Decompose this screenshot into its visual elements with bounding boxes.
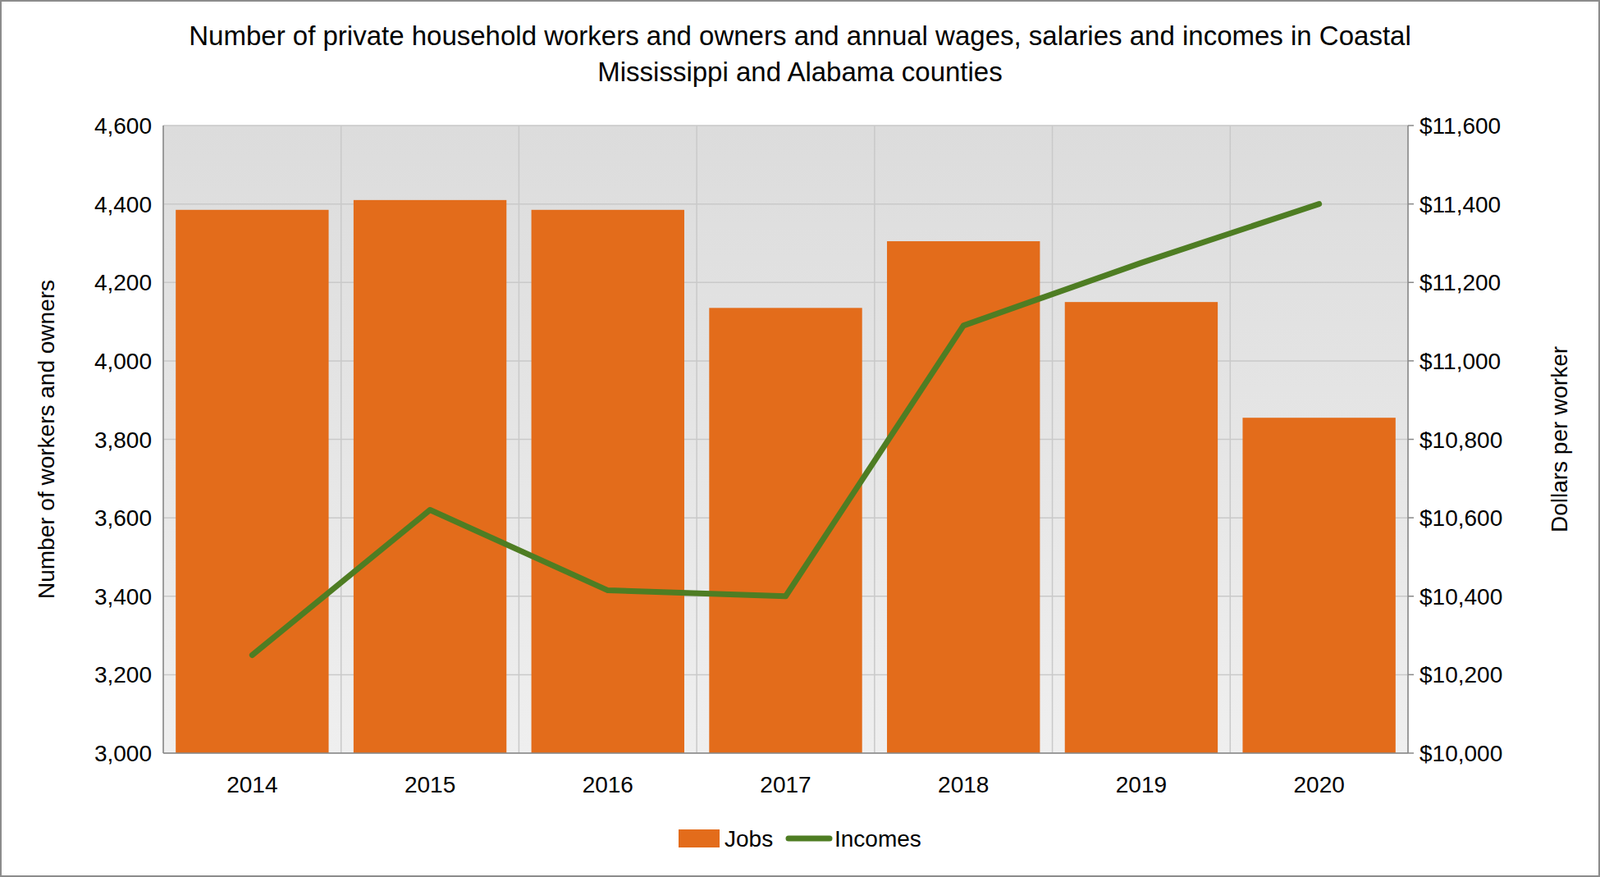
y2-tick-label: $11,200 (1419, 269, 1501, 296)
y-tick-label: 3,000 (94, 740, 152, 767)
x-tick-label: 2019 (1115, 772, 1167, 798)
y2-tick-label: $11,000 (1419, 348, 1501, 375)
plot-area (163, 125, 1408, 754)
legend-label: Jobs (724, 826, 773, 852)
y2-tick (1408, 282, 1414, 284)
y2-tick-label: $11,400 (1419, 192, 1501, 218)
y2-axis (1407, 125, 1409, 754)
x-tick-label: 2016 (582, 772, 634, 798)
y2-tick (1408, 360, 1414, 362)
bar (708, 307, 862, 754)
frame (0, 0, 1600, 877)
legend-swatch (788, 836, 830, 842)
legend-label: Incomes (834, 826, 922, 852)
category-separator (162, 125, 165, 754)
y2-tick (1408, 595, 1414, 598)
title: Number of private household workers and … (172, 18, 1428, 91)
y-tick-label: 3,800 (94, 427, 152, 453)
y2-tick-label: $10,600 (1419, 505, 1503, 531)
grid-line (163, 752, 1408, 755)
y2-tick-label: $10,200 (1419, 662, 1503, 688)
line (251, 204, 1319, 656)
x-tick-label: 2015 (404, 772, 456, 798)
y2-tick (1408, 203, 1414, 206)
y2-axis-title: Dollars per worker (1546, 346, 1573, 533)
y-tick-label: 4,400 (94, 192, 152, 218)
title-box: Number of private household workers and … (0, 18, 1600, 91)
y-tick-label: 4,600 (94, 113, 152, 139)
bar (886, 241, 1040, 754)
y-tick-label: 3,600 (94, 505, 152, 531)
x-tick-label: 2017 (759, 772, 811, 798)
y-tick-label: 3,400 (94, 584, 152, 610)
legend-swatch (678, 829, 720, 848)
y2-tick (1408, 516, 1414, 519)
bar (531, 210, 685, 754)
x-tick-label: 2014 (226, 772, 278, 798)
y-tick-label: 4,200 (94, 269, 152, 296)
y-tick-label: 3,200 (94, 662, 152, 688)
grid-line (163, 124, 1408, 127)
bar (1242, 417, 1395, 754)
grid-line (163, 203, 1408, 206)
legend: Jobs Incomes (678, 826, 922, 852)
bar (1065, 301, 1218, 754)
y2-tick-label: $11,600 (1419, 113, 1501, 139)
y2-tick (1408, 124, 1414, 127)
y-tick-label: 4,000 (94, 348, 152, 375)
y-axis-title: Number of workers and owners (33, 279, 60, 599)
x-axis (163, 752, 1408, 755)
bar (353, 200, 507, 754)
y2-tick (1408, 438, 1414, 441)
x-tick-label: 2020 (1293, 772, 1344, 798)
bar (175, 210, 329, 754)
y-axis (162, 125, 165, 754)
y2-tick-label: $10,800 (1419, 427, 1503, 453)
category-separator (1407, 125, 1409, 754)
y2-tick-label: $10,000 (1419, 740, 1503, 767)
y2-tick (1408, 752, 1414, 755)
y2-tick (1408, 674, 1414, 677)
chart: 3,000 3,200 3,400 3,600 3,800 4,000 4,200 4,400… (0, 0, 1600, 877)
x-tick-label: 2018 (937, 772, 989, 798)
y2-tick-label: $10,400 (1419, 584, 1503, 610)
grid-line (163, 282, 1408, 284)
marks (175, 200, 1396, 754)
